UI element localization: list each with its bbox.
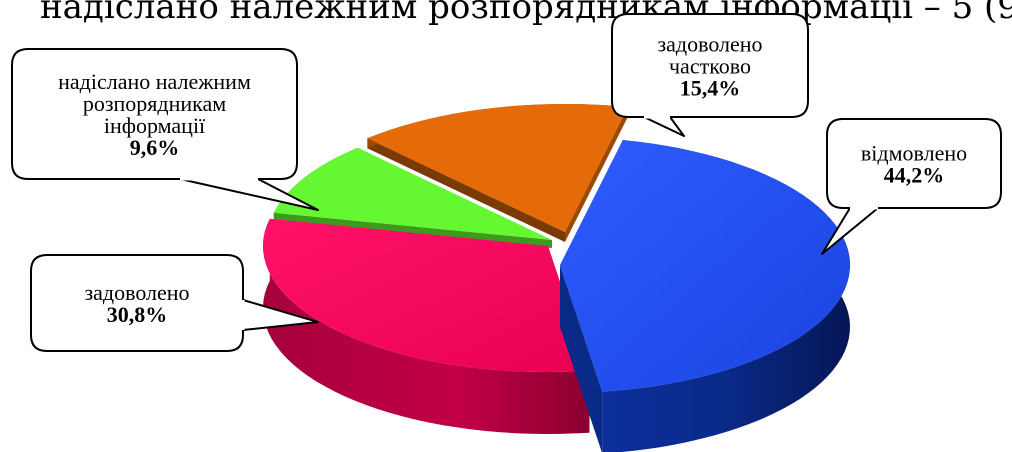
slice-partial — [367, 104, 628, 232]
slice-value-forwarded: 9,6% — [130, 135, 180, 160]
pie-slices — [263, 104, 850, 452]
callout-box-refused — [826, 118, 1002, 209]
slice-satisfied — [263, 218, 590, 372]
slice-partial-side-right — [565, 107, 628, 242]
slice-value-refused: 44,2% — [884, 163, 945, 188]
slice-refused — [560, 140, 850, 392]
heading-fragment: надіслано належним розпорядникам інформа… — [40, 0, 1012, 27]
callout-pointer-partial — [643, 116, 685, 137]
slice-label-partial-line-1: частково — [669, 54, 751, 79]
slice-label-forwarded-line-1: розпорядникам — [83, 91, 226, 116]
slice-value-partial: 15,4% — [680, 76, 741, 101]
slice-label-satisfied-line-0: задоволено — [84, 280, 189, 305]
slice-label-partial-line-0: задоволено — [657, 32, 762, 57]
slice-forwarded-side — [273, 212, 552, 248]
slice-refused-side — [560, 265, 603, 452]
slice-label-refused-line-0: відмовлено — [861, 141, 967, 166]
slice-forwarded — [273, 147, 552, 240]
slice-label-forwarded-line-2: інформації — [104, 113, 206, 138]
slice-partial-side-left — [367, 138, 565, 242]
pie-callouts: задоволеночастково15,4%відмовлено44,2%на… — [11, 13, 1002, 352]
slice-value-satisfied: 30,8% — [107, 302, 168, 327]
slice-satisfied-edge — [263, 218, 590, 434]
slice-label-forwarded-line-0: надіслано належним — [58, 69, 251, 94]
callout-box-satisfied — [30, 254, 244, 352]
callout-box-forwarded — [11, 48, 298, 180]
callout-box-partial — [611, 13, 809, 118]
